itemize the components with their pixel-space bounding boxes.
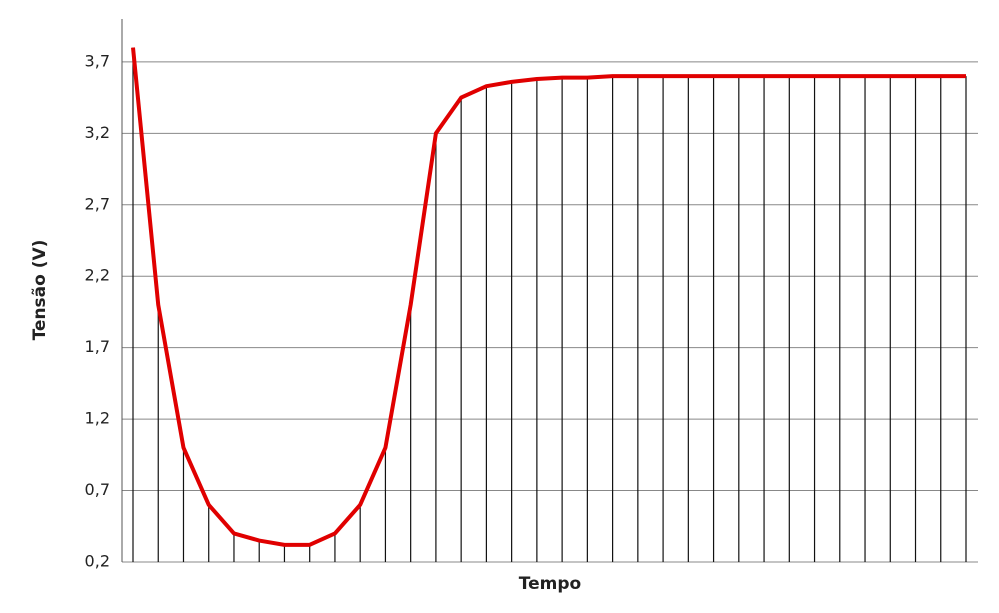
y-tick-label: 0,7 <box>85 480 110 499</box>
y-tick-label: 1,2 <box>85 409 110 428</box>
y-tick-label: 3,7 <box>85 51 110 70</box>
y-tick-label: 0,2 <box>85 552 110 571</box>
x-axis-title: Tempo <box>519 574 581 594</box>
y-tick-label: 2,7 <box>85 194 110 213</box>
y-tick-label: 1,7 <box>85 337 110 356</box>
y-tick-label: 2,2 <box>85 266 110 285</box>
data-line <box>131 47 966 547</box>
y-tick-label: 3,2 <box>85 123 110 142</box>
y-axis-title: Tensão (V) <box>30 240 50 341</box>
